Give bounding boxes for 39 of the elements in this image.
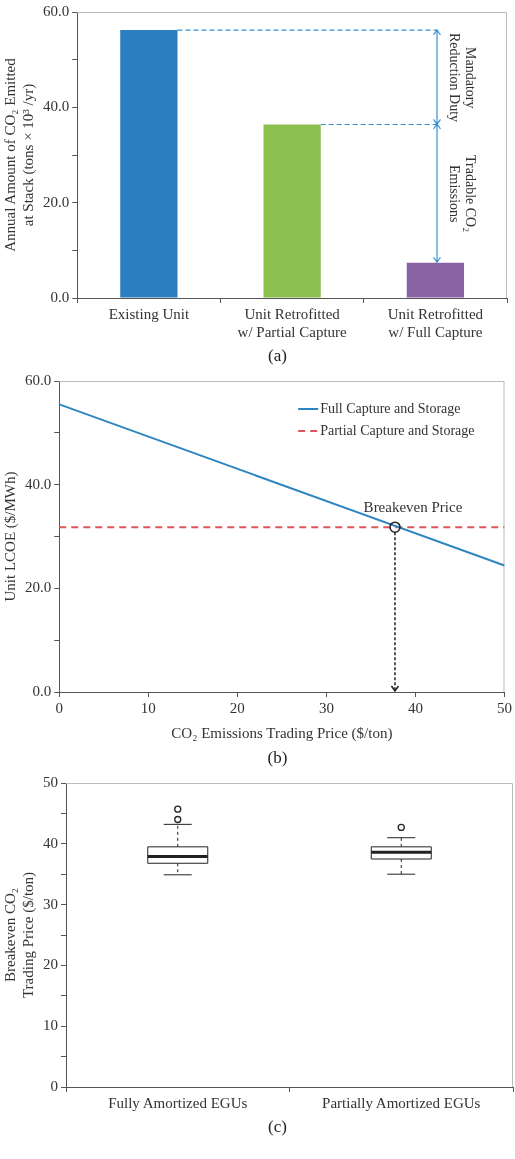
- text: (c): [267, 1116, 288, 1138]
- x-tick-label: Partially Amortized EGUs: [322, 1094, 481, 1111]
- y-tick-label: 40.0: [25, 475, 52, 492]
- bar: [263, 124, 321, 298]
- y-tick-label: 40.0: [43, 98, 70, 115]
- x-tick-label: 40: [407, 699, 423, 716]
- y-tick-label: 50: [43, 773, 58, 790]
- x-tick-label: 20: [229, 699, 245, 716]
- y-axis-title: Unit LCOE ($/MWh): [1, 471, 19, 602]
- legend-label: Full Capture and Storage: [320, 400, 461, 416]
- x-tick-label: Fully Amortized EGUs: [108, 1094, 248, 1111]
- x-tick-label: 10: [140, 699, 156, 716]
- annotation: Breakeven Price: [363, 498, 463, 515]
- y-tick-label: 60.0: [43, 2, 70, 19]
- y-tick-label: 0.0: [32, 682, 52, 699]
- y-tick-label: 40: [43, 834, 58, 851]
- legend-label: Partial Capture and Storage: [320, 422, 475, 438]
- y-tick-label: 10: [43, 1017, 58, 1034]
- y-axis-title: Breakeven CO₂ Trading Price ($/ton): [1, 871, 37, 999]
- y-tick-label: 20.0: [25, 579, 52, 596]
- text: (a): [267, 345, 288, 367]
- y-tick-label: 0: [50, 1077, 58, 1094]
- y-tick-label: 60.0: [25, 371, 52, 388]
- y-tick-label: 20: [43, 956, 58, 973]
- annotation: Tradable CO₂ Emissions: [446, 154, 480, 235]
- bar: [406, 262, 465, 298]
- x-tick-label: Unit Retrofitted w/ Full Capture: [387, 305, 484, 340]
- annotation: Mandatory Reduction Duty: [446, 32, 480, 123]
- x-tick-label: Existing Unit: [108, 305, 190, 322]
- text: (b): [266, 747, 289, 769]
- x-axis-title: CO₂ Emissions Trading Price ($/ton): [171, 724, 393, 742]
- y-tick-label: 30: [43, 895, 58, 912]
- y-tick-label: 20.0: [43, 193, 70, 210]
- x-tick-label: 50: [497, 699, 512, 716]
- x-tick-label: Unit Retrofitted w/ Partial Capture: [237, 305, 348, 340]
- x-tick-label: 30: [318, 699, 334, 716]
- y-tick-label: 0.0: [50, 288, 70, 305]
- y-axis-title: Annual Amount of CO₂ Emitted at Stack (tons × 10³ /yr): [1, 57, 37, 252]
- bar: [120, 30, 178, 298]
